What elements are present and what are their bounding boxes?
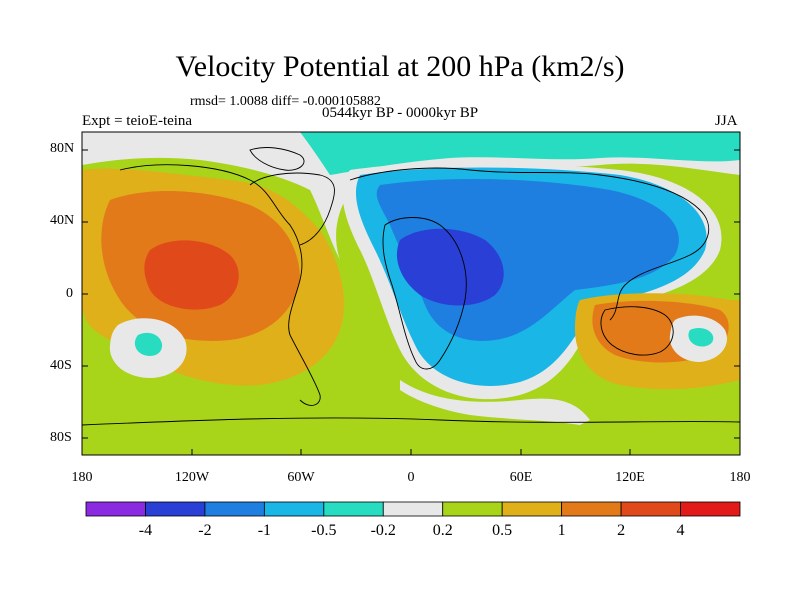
deep-negative-africa — [396, 228, 504, 306]
colorbar-swatch — [501, 501, 563, 517]
colorbar-tick-label: 1 — [557, 522, 566, 539]
colorbar-swatch — [323, 501, 384, 517]
lat-label-80s: 80S — [50, 430, 72, 445]
lat-label-80n: 80N — [50, 141, 75, 156]
colorbar-tick-label: -0.2 — [370, 522, 396, 539]
neutral-south-band — [400, 380, 590, 425]
lon-label-180w: 180 — [71, 470, 93, 485]
colorbar-swatch — [145, 501, 206, 517]
colorbar-tick-label: 0.2 — [432, 522, 453, 539]
colorbar-tick-label: -0.5 — [311, 522, 337, 539]
colorbar-swatch — [382, 501, 444, 517]
lon-label-120e: 120E — [615, 470, 645, 485]
experiment-label: Expt = teioE-teina — [82, 113, 193, 129]
colorbar-swatch — [263, 501, 325, 517]
lon-label-0: 0 — [407, 470, 415, 485]
colorbar-tick-label: 2 — [617, 522, 626, 539]
colorbar-swatch — [204, 501, 265, 517]
colorbar-tick-label: 4 — [676, 522, 685, 539]
neutral-north-band — [82, 132, 740, 260]
slight-negative-east-australia — [688, 328, 714, 347]
coastlines — [82, 147, 740, 426]
colorbar-tick-label: -2 — [198, 522, 212, 539]
colorbar-swatch — [442, 501, 503, 517]
colorbar-tick-label: -4 — [138, 522, 153, 539]
colorbar-tick-label: -1 — [257, 522, 272, 539]
slight-negative-north — [300, 132, 740, 175]
lat-label-0: 0 — [66, 286, 73, 301]
slight-negative-south-pacific — [134, 332, 163, 356]
lon-label-60e: 60E — [509, 470, 533, 485]
lon-label-180e: 180 — [729, 470, 751, 485]
colorbar-swatch — [561, 501, 622, 517]
period-label: 0544kyr BP - 0000kyr BP — [322, 105, 479, 121]
colorbar-swatch — [620, 501, 681, 517]
axis-ticks — [81, 149, 741, 455]
lon-label-60w: 60W — [287, 470, 315, 485]
colorbar-tick-label: 0.5 — [492, 522, 513, 539]
lat-label-40n: 40N — [50, 213, 75, 228]
stronger-positive-pacific — [144, 240, 239, 310]
colorbar-swatch — [680, 501, 741, 517]
plot-title: Velocity Potential at 200 hPa (km2/s) — [175, 50, 625, 83]
contour-field — [82, 132, 740, 455]
lon-label-120w: 120W — [174, 470, 210, 485]
lat-label-40s: 40S — [50, 358, 72, 373]
colorbar-swatch — [85, 501, 146, 517]
colorbar — [85, 501, 741, 517]
stats-text: rmsd= 1.0088 diff= -0.000105882 — [190, 94, 381, 109]
season-label: JJA — [715, 113, 738, 129]
